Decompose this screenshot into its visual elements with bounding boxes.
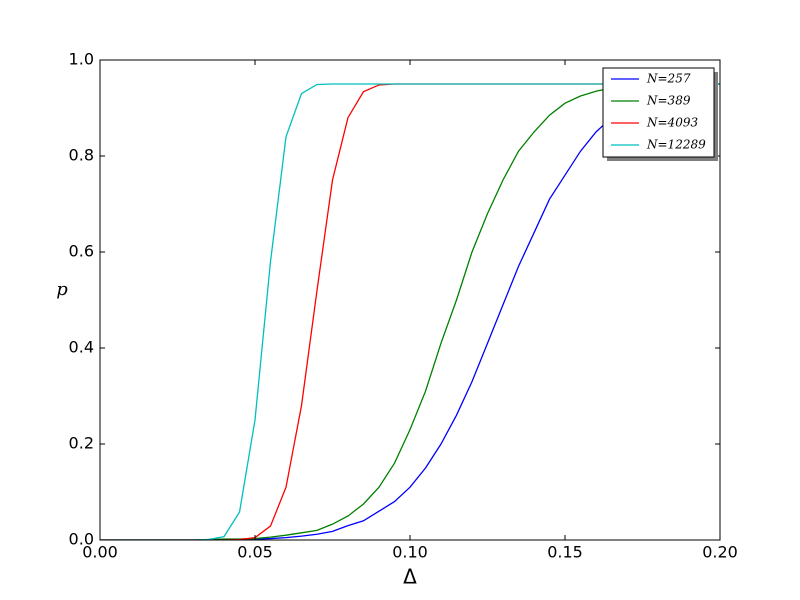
x-tick-label: 0.15 — [547, 543, 583, 562]
x-tick-label: 0.00 — [82, 543, 118, 562]
y-tick-label: 0.8 — [69, 146, 94, 165]
y-axis-label: p — [56, 279, 68, 300]
y-tick-label: 0.6 — [69, 242, 94, 261]
legend-box — [602, 67, 715, 158]
legend-label: N=12289 — [646, 138, 706, 152]
x-tick-label: 0.05 — [237, 543, 273, 562]
x-tick-label: 0.10 — [392, 543, 428, 562]
legend-label: N=257 — [646, 72, 691, 86]
y-tick-label: 0.4 — [69, 338, 94, 357]
y-tick-label: 0.2 — [69, 434, 94, 453]
legend-label: N=389 — [646, 94, 691, 108]
legend: N=257 N=389 N=4093 N=12289 — [602, 67, 718, 161]
x-tick-label: 0.20 — [702, 543, 738, 562]
x-axis-label: Δ — [403, 565, 417, 589]
legend-label: N=4093 — [646, 116, 698, 130]
y-tick-label: 1.0 — [69, 50, 94, 69]
y-tick-label: 0.0 — [69, 530, 94, 549]
